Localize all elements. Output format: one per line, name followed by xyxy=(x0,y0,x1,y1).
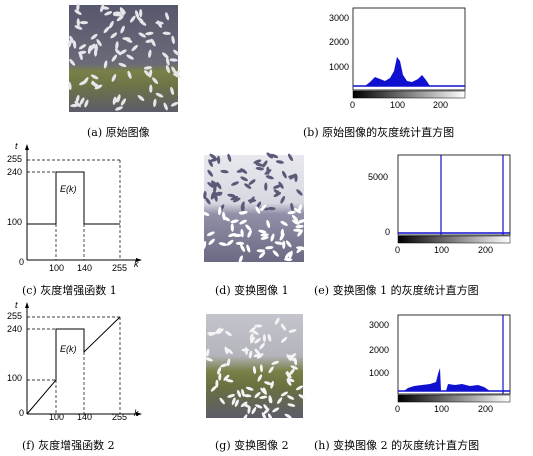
y-tick-1000: 1000 xyxy=(329,62,350,72)
x-tick-200: 200 xyxy=(433,100,449,110)
axis-label-k: k xyxy=(134,259,139,269)
tick-100: 100 xyxy=(7,217,23,227)
tick-100: 100 xyxy=(7,373,23,383)
tick-255: 255 xyxy=(7,311,23,321)
x-tick-100: 100 xyxy=(434,404,450,414)
enhancement-function-2: t 255 240 100 0 E(k) 100 140 255 k xyxy=(5,300,150,425)
transformed-image-2 xyxy=(205,314,306,422)
x-tick-140: 140 xyxy=(77,412,93,422)
caption-a: (a) 原始图像 xyxy=(87,126,150,139)
y-tick-2000: 2000 xyxy=(369,345,390,355)
histogram-transformed-1: 5000 0 0 100 200 xyxy=(360,152,520,272)
tick-240: 240 xyxy=(7,167,23,177)
y-tick-5000: 5000 xyxy=(368,172,389,182)
y-tick-3000: 3000 xyxy=(329,13,350,23)
function-2-plot xyxy=(25,302,142,416)
x-tick-255: 255 xyxy=(112,263,128,273)
y-tick-3000: 3000 xyxy=(369,320,390,330)
y-tick-2000: 2000 xyxy=(329,37,350,47)
histogram-transformed-2-plot xyxy=(397,314,511,403)
axis-label-k: k xyxy=(134,408,139,418)
caption-h: (h) 变换图像 2 的灰度统计直方图 xyxy=(314,439,480,452)
x-tick-200: 200 xyxy=(478,404,494,414)
histogram-transformed-2: 3000 2000 1000 0 100 200 xyxy=(360,312,520,422)
x-tick-100: 100 xyxy=(434,245,450,255)
origin-label: 0 xyxy=(19,408,25,418)
x-tick-140: 140 xyxy=(77,263,93,273)
caption-c: (c) 灰度增强函数 1 xyxy=(22,284,117,297)
histogram-original-plot xyxy=(352,7,466,99)
box-label-ek: E(k) xyxy=(60,344,77,354)
caption-d: (d) 变换图像 1 xyxy=(215,284,289,297)
x-tick-200: 200 xyxy=(478,245,494,255)
histogram-original: 3000 2000 1000 0 100 200 xyxy=(310,5,470,115)
x-tick-0: 0 xyxy=(395,404,401,414)
enhancement-function-1: t 255 240 100 0 E(k) 100 140 255 k xyxy=(5,140,150,275)
tick-255: 255 xyxy=(7,154,23,164)
caption-g: (g) 变换图像 2 xyxy=(215,439,289,452)
x-tick-0: 0 xyxy=(350,100,356,110)
x-tick-100: 100 xyxy=(49,263,65,273)
origin-label: 0 xyxy=(19,257,25,267)
caption-e: (e) 变换图像 1 的灰度统计直方图 xyxy=(314,284,479,297)
histogram-transformed-1-plot xyxy=(397,154,511,244)
x-tick-100: 100 xyxy=(49,412,65,422)
x-tick-255: 255 xyxy=(112,412,128,422)
caption-f: (f) 灰度增强函数 2 xyxy=(22,439,115,452)
tick-240: 240 xyxy=(7,324,23,334)
axis-label-t: t xyxy=(15,141,18,151)
y-tick-0: 0 xyxy=(385,227,391,237)
box-label-ek: E(k) xyxy=(60,184,77,194)
transformed-image-1 xyxy=(201,152,307,264)
y-tick-1000: 1000 xyxy=(369,368,390,378)
caption-b: (b) 原始图像的灰度统计直方图 xyxy=(303,126,455,139)
x-tick-100: 100 xyxy=(390,100,406,110)
original-image xyxy=(67,3,181,112)
axis-label-t: t xyxy=(15,300,18,310)
x-tick-0: 0 xyxy=(395,245,401,255)
function-1-plot xyxy=(25,144,142,262)
